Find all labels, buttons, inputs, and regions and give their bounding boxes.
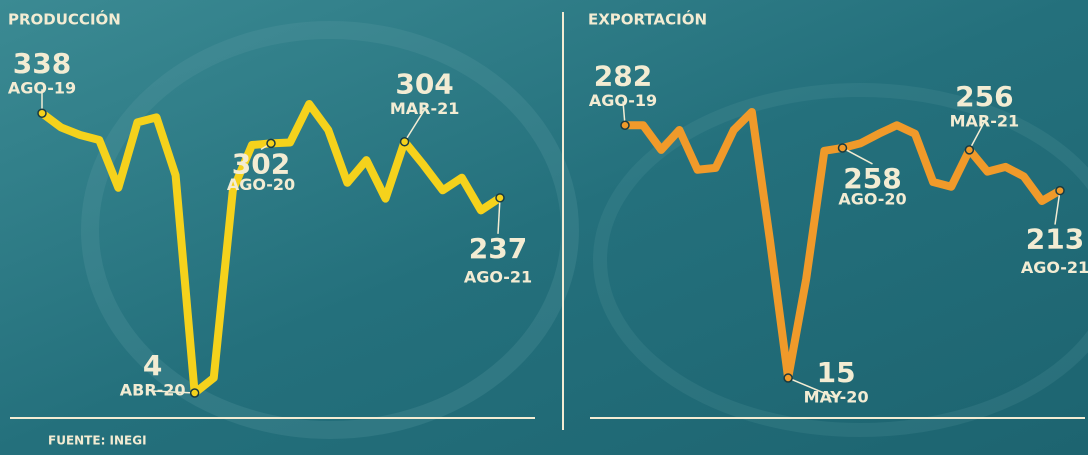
leader-line <box>403 109 426 143</box>
value-label: 258 <box>843 162 901 195</box>
source: FUENTE: INEGI <box>48 434 147 448</box>
leader-line <box>968 121 986 151</box>
point <box>783 373 793 383</box>
point <box>189 388 200 398</box>
category-label: AGO-19 <box>8 79 76 98</box>
value-label: 304 <box>395 68 453 101</box>
backdrop-shape <box>593 83 1088 437</box>
leader-line <box>497 197 501 234</box>
value-label: 237 <box>469 232 527 265</box>
backdrop-shape <box>81 21 579 439</box>
category-label: AGO-19 <box>589 91 657 110</box>
chart-title: EXPORTACIÓN <box>588 10 707 29</box>
leader-line <box>152 390 195 394</box>
value-label: 15 <box>817 356 856 389</box>
point <box>1055 185 1065 196</box>
value-label: 213 <box>1026 223 1084 256</box>
value-label: 282 <box>594 59 652 92</box>
value-label: 302 <box>232 147 290 180</box>
point <box>964 145 975 155</box>
chart-title: PRODUCCIÓN <box>8 10 121 29</box>
leader-line <box>842 147 873 165</box>
point <box>37 108 47 118</box>
category-label: AGO-20 <box>838 189 906 208</box>
category-label: AGO-21 <box>1021 258 1088 277</box>
point <box>837 143 848 153</box>
category-label: ABR-20 <box>120 381 186 400</box>
category-label: MAR-21 <box>390 99 460 118</box>
value-label: 4 <box>143 349 162 382</box>
category-label: MAY-20 <box>804 388 869 407</box>
leader-line <box>1054 190 1061 225</box>
leader-line <box>787 377 837 399</box>
category-label: AGO-21 <box>464 267 532 286</box>
category-label: AGO-20 <box>227 175 295 194</box>
point <box>620 120 630 131</box>
point <box>266 138 276 149</box>
category-label: MAR-21 <box>950 111 1020 130</box>
value-label: 256 <box>955 80 1013 113</box>
point <box>399 136 410 147</box>
value-label: 338 <box>13 47 71 80</box>
point <box>495 193 505 203</box>
